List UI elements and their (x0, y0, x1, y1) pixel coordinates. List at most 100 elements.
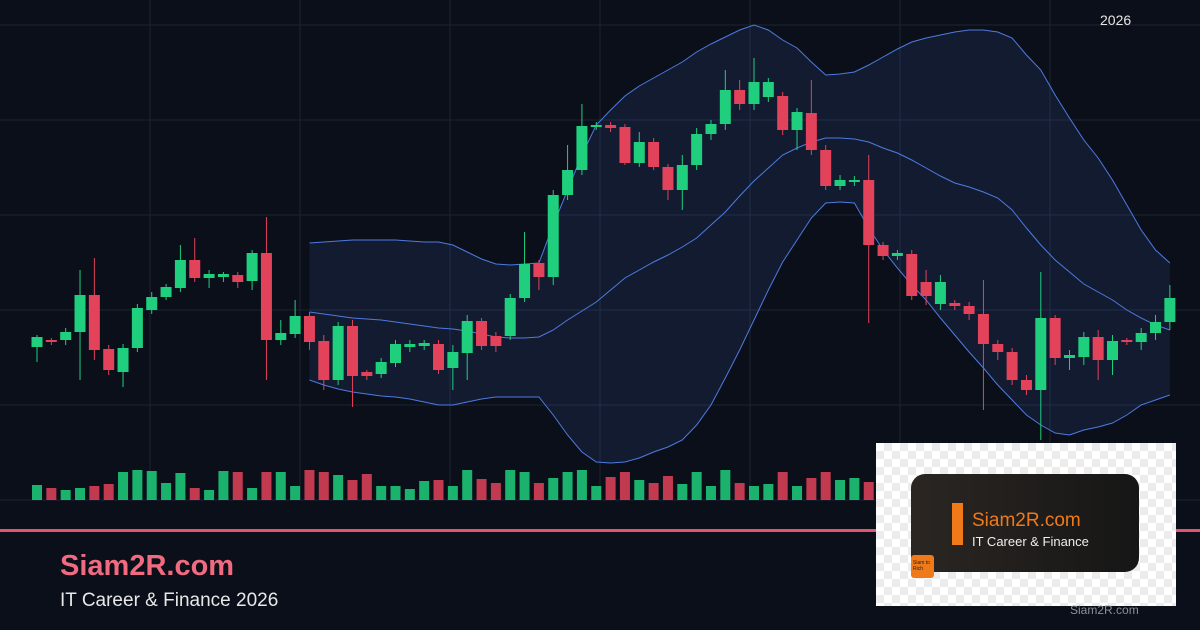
candle-body (891, 253, 903, 256)
candle-body (605, 125, 617, 128)
volume-bar (89, 486, 100, 500)
candle-body (562, 170, 574, 195)
candle-body (217, 274, 229, 277)
candle-body (576, 126, 588, 170)
candle-body (906, 254, 918, 296)
volume-bar (46, 488, 57, 500)
volume-bar (304, 470, 315, 500)
candle-body (877, 245, 889, 256)
candle-body (174, 260, 186, 288)
candle-body (361, 372, 373, 376)
candle-body (74, 295, 86, 332)
candle-body (777, 96, 789, 130)
logo-card: Siam2R.com IT Career & Finance Siam to R… (911, 474, 1139, 578)
volume-bar (419, 481, 430, 500)
candle-body (1049, 318, 1061, 358)
volume-bar (734, 483, 745, 500)
volume-bar (792, 486, 803, 500)
candle-body (232, 275, 244, 282)
volume-bar (749, 486, 759, 500)
candle-body (275, 333, 287, 340)
volume-bar (720, 470, 731, 500)
brand-title: Siam2R.com (60, 550, 235, 582)
candle-body (418, 343, 430, 346)
volume-bar (591, 486, 602, 500)
candle-body (260, 253, 272, 340)
volume-bar (691, 472, 702, 500)
candle-body (476, 321, 488, 346)
candle-body (533, 263, 545, 277)
volume-bar (218, 471, 229, 500)
candle-body (547, 195, 559, 277)
volume-bar (476, 479, 487, 500)
candle-body (447, 352, 459, 368)
logo-subtitle: IT Career & Finance (972, 534, 1089, 549)
volume-bar (232, 472, 243, 500)
candle-body (131, 308, 143, 348)
volume-bar (376, 486, 387, 500)
volume-bar (333, 475, 344, 500)
volume-bar (347, 480, 358, 500)
volume-bar (103, 484, 114, 500)
logo-bar (952, 503, 963, 545)
candle-body (332, 326, 344, 380)
candle-body (934, 282, 946, 304)
candle-body (117, 348, 129, 372)
volume-bar (390, 486, 401, 500)
band-lower (309, 201, 1171, 464)
candle-body (1092, 337, 1104, 360)
candle-body (375, 362, 387, 374)
volume-bar (318, 472, 329, 500)
volume-bar (763, 484, 774, 500)
band-upper (309, 24, 1171, 266)
volume-bar (662, 476, 673, 500)
candle-body (490, 336, 502, 346)
volume-bar (175, 473, 186, 500)
volume-bar (32, 485, 42, 500)
candle-body (848, 180, 860, 182)
candle-body (303, 316, 315, 342)
volume-bar (562, 472, 573, 500)
logo-title: Siam2R.com (972, 510, 1081, 531)
volume-bar (490, 483, 501, 500)
volume-bar (404, 489, 415, 500)
candle-body (920, 282, 932, 296)
candle-body (963, 306, 975, 314)
candle-body (203, 274, 215, 278)
volume-bar (619, 472, 630, 500)
volume-bar (806, 478, 817, 500)
watermark: Siam2R.com (1070, 603, 1139, 617)
volume-bar (161, 483, 172, 500)
candle-body (820, 150, 832, 186)
candle-body (949, 303, 961, 306)
volume-bar (146, 471, 157, 500)
candle-body (390, 344, 401, 363)
candle-body (404, 344, 416, 347)
candle-body (246, 253, 258, 281)
candle-body (1006, 352, 1018, 380)
candle-body (160, 287, 172, 297)
volume-bar (648, 483, 659, 500)
candle-body (805, 113, 817, 150)
candle-body (318, 341, 330, 380)
candle-body (346, 326, 358, 376)
volume-bar (677, 484, 688, 500)
volume-bar (777, 472, 788, 500)
candle-body (691, 134, 703, 165)
candle-body (748, 82, 760, 104)
candle-body (619, 127, 631, 163)
volume-bar (290, 486, 301, 500)
candle-body (662, 167, 674, 190)
candle-body (863, 180, 875, 245)
volume-bar (261, 472, 272, 500)
candle-body (1121, 340, 1133, 342)
brand-subtitle: IT Career & Finance 2026 (60, 590, 279, 611)
candle-body (1150, 322, 1162, 333)
candle-body (88, 295, 100, 350)
candle-body (31, 337, 43, 347)
volume-bar (548, 478, 559, 500)
candle-body (45, 340, 57, 342)
candle-body (1135, 333, 1147, 342)
candle-body (103, 349, 115, 370)
